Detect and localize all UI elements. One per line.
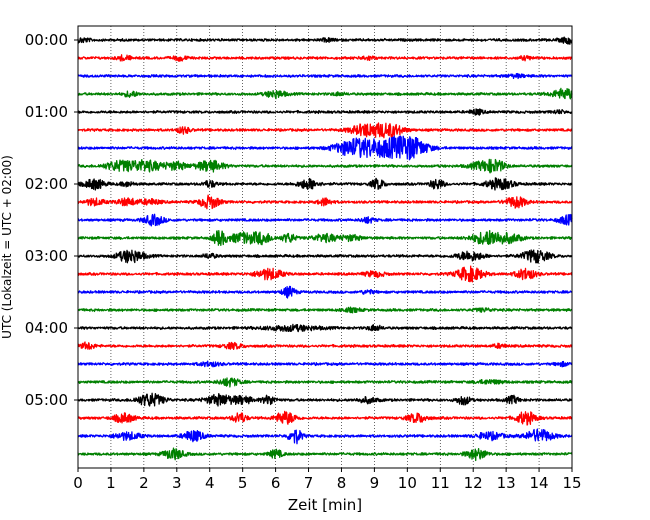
y-axis: 00:00 01:00 02:00 03:00 04:00 05:00 (25, 31, 78, 409)
y-tick-label: 03:00 (25, 247, 68, 265)
trace-0115 (77, 122, 573, 139)
x-tick-label: 12 (464, 474, 483, 492)
y-tick-label: 00:00 (25, 31, 68, 49)
plot-frame (77, 25, 573, 469)
x-tick-label: 1 (106, 474, 116, 492)
x-axis-label: Zeit [min] (288, 496, 362, 514)
x-axis: 0 1 2 3 4 5 6 7 8 9 10 11 12 13 14 15 (73, 468, 582, 492)
trace-0330 (77, 285, 573, 299)
trace-0030 (77, 72, 573, 80)
x-tick-label: 0 (73, 474, 83, 492)
trace-0000 (77, 36, 573, 45)
trace-0445 (77, 377, 573, 388)
trace-0515 (77, 410, 573, 426)
x-tick-label: 10 (398, 474, 417, 492)
trace-0200 (77, 177, 573, 191)
x-tick-label: 15 (562, 474, 581, 492)
trace-0500 (77, 392, 573, 407)
trace-0215 (77, 194, 573, 210)
trace-0100 (77, 108, 573, 116)
x-tick-label: 2 (139, 474, 149, 492)
trace-0415 (77, 341, 573, 351)
y-tick-label: 05:00 (25, 391, 68, 409)
trace-0300 (77, 249, 573, 264)
x-tick-label: 5 (238, 474, 248, 492)
x-tick-label: 8 (337, 474, 347, 492)
x-tick-label: 14 (530, 474, 549, 492)
trace-0230 (77, 213, 573, 227)
y-tick-label: 04:00 (25, 319, 68, 337)
trace-group (77, 36, 573, 462)
trace-0400 (77, 323, 573, 333)
trace-0245 (77, 229, 573, 247)
x-tick-label: 3 (172, 474, 182, 492)
x-tick-label: 4 (205, 474, 215, 492)
trace-0430 (77, 360, 573, 368)
y-tick-label: 02:00 (25, 175, 68, 193)
x-tick-label: 9 (370, 474, 380, 492)
trace-0045 (77, 87, 573, 100)
trace-0545 (77, 447, 573, 462)
trace-0315 (77, 265, 573, 283)
trace-0530 (77, 428, 573, 445)
trace-0145 (77, 158, 573, 174)
trace-0130 (77, 135, 573, 161)
trace-0345 (77, 306, 573, 314)
x-tick-label: 11 (431, 474, 450, 492)
trace-0015 (77, 54, 573, 62)
y-tick-label: 01:00 (25, 103, 68, 121)
x-tick-label: 7 (304, 474, 314, 492)
x-tick-label: 13 (497, 474, 516, 492)
x-tick-label: 6 (271, 474, 281, 492)
y-axis-label: UTC (Lokalzeit = UTC + 02:00) (0, 155, 14, 339)
